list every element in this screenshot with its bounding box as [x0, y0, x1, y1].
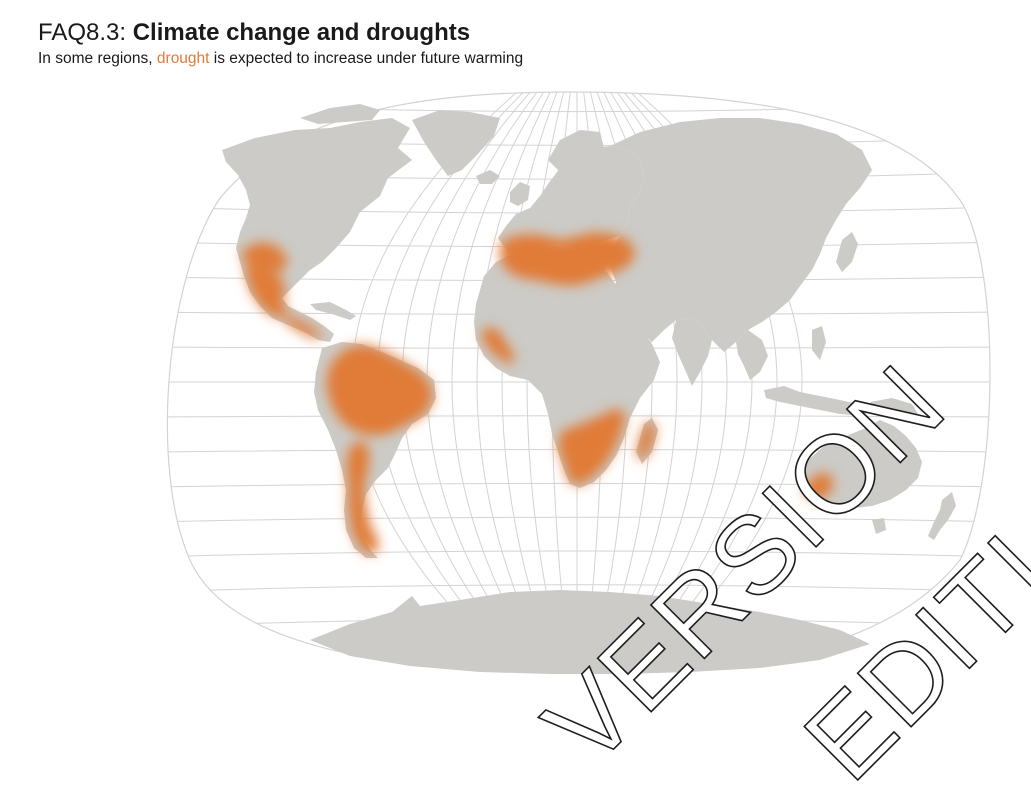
land-scandinavia	[548, 130, 604, 172]
land-new-guinea	[870, 398, 918, 418]
land-europe	[498, 146, 644, 252]
land-japan	[836, 232, 858, 272]
drought-west-africa	[480, 326, 516, 364]
drought-mexico	[246, 266, 288, 318]
drought-western-north-america	[240, 242, 288, 272]
land-greenland	[412, 110, 500, 176]
drought-mediterranean	[500, 232, 636, 286]
globe-outline	[166, 91, 991, 673]
map-header: FAQ8.3: Climate change and droughts In s…	[38, 18, 523, 68]
land-antarctica	[310, 590, 870, 674]
drought-southern-south-america	[346, 440, 378, 554]
map-subtitle: In some regions, drought is expected to …	[38, 50, 523, 68]
parallel-line	[167, 584, 990, 593]
drought-regions	[240, 232, 834, 554]
land-tasmania	[872, 518, 886, 534]
land-asia	[610, 118, 872, 352]
land-arctic-islands	[300, 104, 380, 124]
faq-code: FAQ8.3:	[38, 19, 127, 46]
drought-central-america	[280, 314, 322, 340]
parallel-line	[167, 550, 990, 558]
drought-amazon	[326, 344, 432, 436]
drought-madagascar	[636, 420, 656, 462]
land-baffin	[372, 124, 404, 146]
land-india	[672, 318, 712, 386]
subtitle-after: is expected to increase under future war…	[209, 50, 524, 67]
drought-southern-africa	[558, 408, 626, 486]
subtitle-highlight: drought	[156, 50, 210, 67]
drought-southwest-australia	[804, 472, 834, 500]
land-philippines	[812, 326, 826, 360]
land-caribbean	[310, 302, 356, 320]
land-indochina	[736, 330, 768, 380]
world-map	[166, 91, 991, 674]
title-text: Climate change and droughts	[132, 19, 471, 46]
land-indonesia	[764, 386, 872, 416]
subtitle-before: In some regions,	[38, 50, 157, 67]
map-title: FAQ8.3: Climate change and droughts	[38, 18, 523, 48]
land-uk	[510, 182, 530, 206]
land-new-zealand	[928, 492, 956, 540]
land-iceland	[476, 170, 500, 184]
